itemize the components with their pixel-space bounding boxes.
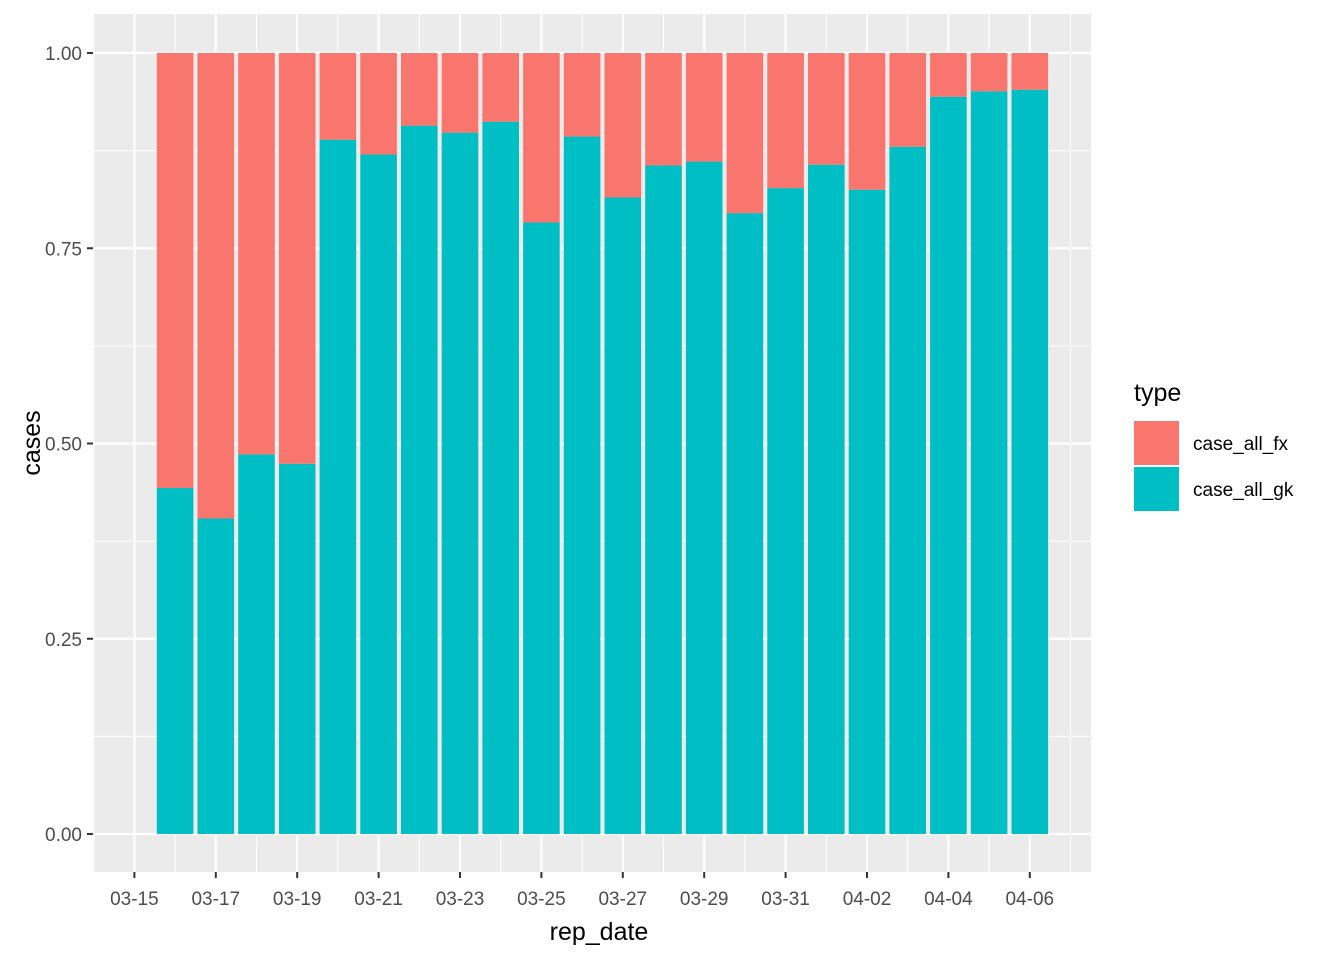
bar-case_all_fx-03-18 [238, 53, 275, 455]
bar-case_all_fx-03-19 [278, 53, 316, 464]
bar-case_all_gk-04-03 [889, 146, 926, 835]
bars [156, 53, 1049, 835]
bar-case_all_gk-03-19 [278, 463, 316, 834]
x-tick-label: 03-17 [191, 889, 240, 910]
y-tick-label: 0.50 [45, 435, 82, 456]
bar-case_all_gk-03-26 [563, 136, 601, 834]
bar-case_all_fx-04-05 [970, 53, 1008, 92]
x-tick-label: 03-29 [680, 889, 729, 910]
bar-case_all_fx-04-03 [889, 53, 926, 147]
bar-case_all_fx-03-20 [319, 53, 357, 140]
bar-case_all_fx-03-16 [156, 53, 194, 489]
bar-case_all_gk-03-22 [401, 125, 438, 835]
x-tick-label: 03-21 [354, 889, 403, 910]
legend: type case_all_fx case_all_gk [1134, 379, 1294, 511]
bar-case_all_fx-03-17 [197, 53, 235, 519]
bar-case_all_fx-03-27 [604, 53, 642, 198]
bar-case_all_fx-03-23 [441, 53, 479, 133]
legend-label-case_all_gk: case_all_gk [1193, 480, 1294, 501]
bar-case_all_gk-03-18 [238, 454, 275, 834]
bar-case_all_gk-03-21 [360, 154, 397, 834]
bar-case_all_gk-03-30 [726, 213, 764, 835]
bar-case_all_fx-03-24 [482, 53, 519, 122]
y-tick-label: 0.75 [45, 239, 82, 260]
bar-case_all_gk-03-27 [604, 197, 642, 835]
x-tick-label: 03-19 [273, 889, 322, 910]
y-tick-label: 0.25 [45, 630, 82, 651]
bar-case_all_gk-03-29 [685, 161, 723, 834]
bar-case_all_fx-04-02 [848, 53, 886, 190]
bar-case_all_fx-04-06 [1011, 53, 1049, 90]
bar-case_all_fx-03-28 [645, 53, 682, 166]
y-tick-label: 1.00 [45, 44, 82, 65]
legend-title: type [1134, 379, 1181, 407]
bar-case_all_gk-03-31 [767, 188, 804, 834]
bar-case_all_fx-03-21 [360, 53, 397, 155]
bar-case_all_fx-03-26 [563, 53, 601, 137]
bar-case_all_fx-03-29 [685, 53, 723, 162]
bar-case_all_gk-04-01 [808, 164, 845, 835]
x-tick-label: 03-27 [598, 889, 647, 910]
bar-case_all_gk-04-02 [848, 189, 886, 835]
x-axis: 03-15 03-17 03-19 03-21 03-23 03-25 03-27 03-29… [110, 872, 1054, 910]
y-axis-title: cases [18, 410, 46, 475]
bar-case_all_gk-03-20 [319, 139, 357, 835]
bar-case_all_gk-03-28 [645, 165, 682, 835]
bar-case_all_fx-03-22 [401, 53, 438, 126]
x-tick-label: 04-06 [1005, 889, 1054, 910]
bar-case_all_gk-03-23 [441, 132, 479, 835]
bar-case_all_gk-04-04 [930, 96, 967, 834]
bar-case_all_fx-04-04 [930, 53, 967, 97]
x-tick-label: 03-25 [517, 889, 566, 910]
y-axis: 0.00 0.25 0.50 0.75 1.00 [45, 44, 93, 846]
bar-case_all_gk-03-16 [156, 488, 194, 834]
y-tick-label: 0.00 [45, 825, 82, 846]
bar-case_all_gk-03-24 [482, 121, 519, 834]
x-axis-title: rep_date [550, 918, 649, 946]
x-tick-label: 04-04 [924, 889, 973, 910]
bar-case_all_gk-03-25 [523, 222, 560, 835]
legend-label-case_all_fx: case_all_fx [1193, 434, 1289, 455]
bar-case_all_fx-03-30 [726, 53, 764, 214]
x-tick-label: 04-02 [843, 889, 892, 910]
bar-case_all_fx-03-31 [767, 53, 804, 189]
x-tick-label: 03-23 [436, 889, 485, 910]
bar-case_all_fx-03-25 [523, 53, 560, 223]
x-tick-label: 03-15 [110, 889, 159, 910]
legend-key-case_all_fx [1134, 421, 1179, 465]
legend-key-case_all_gk [1134, 467, 1179, 511]
x-tick-label: 03-31 [761, 889, 810, 910]
bar-case_all_fx-04-01 [808, 53, 845, 165]
bar-case_all_gk-03-17 [197, 518, 235, 834]
bar-case_all_gk-04-06 [1011, 89, 1049, 834]
bar-case_all_gk-04-05 [970, 91, 1008, 835]
